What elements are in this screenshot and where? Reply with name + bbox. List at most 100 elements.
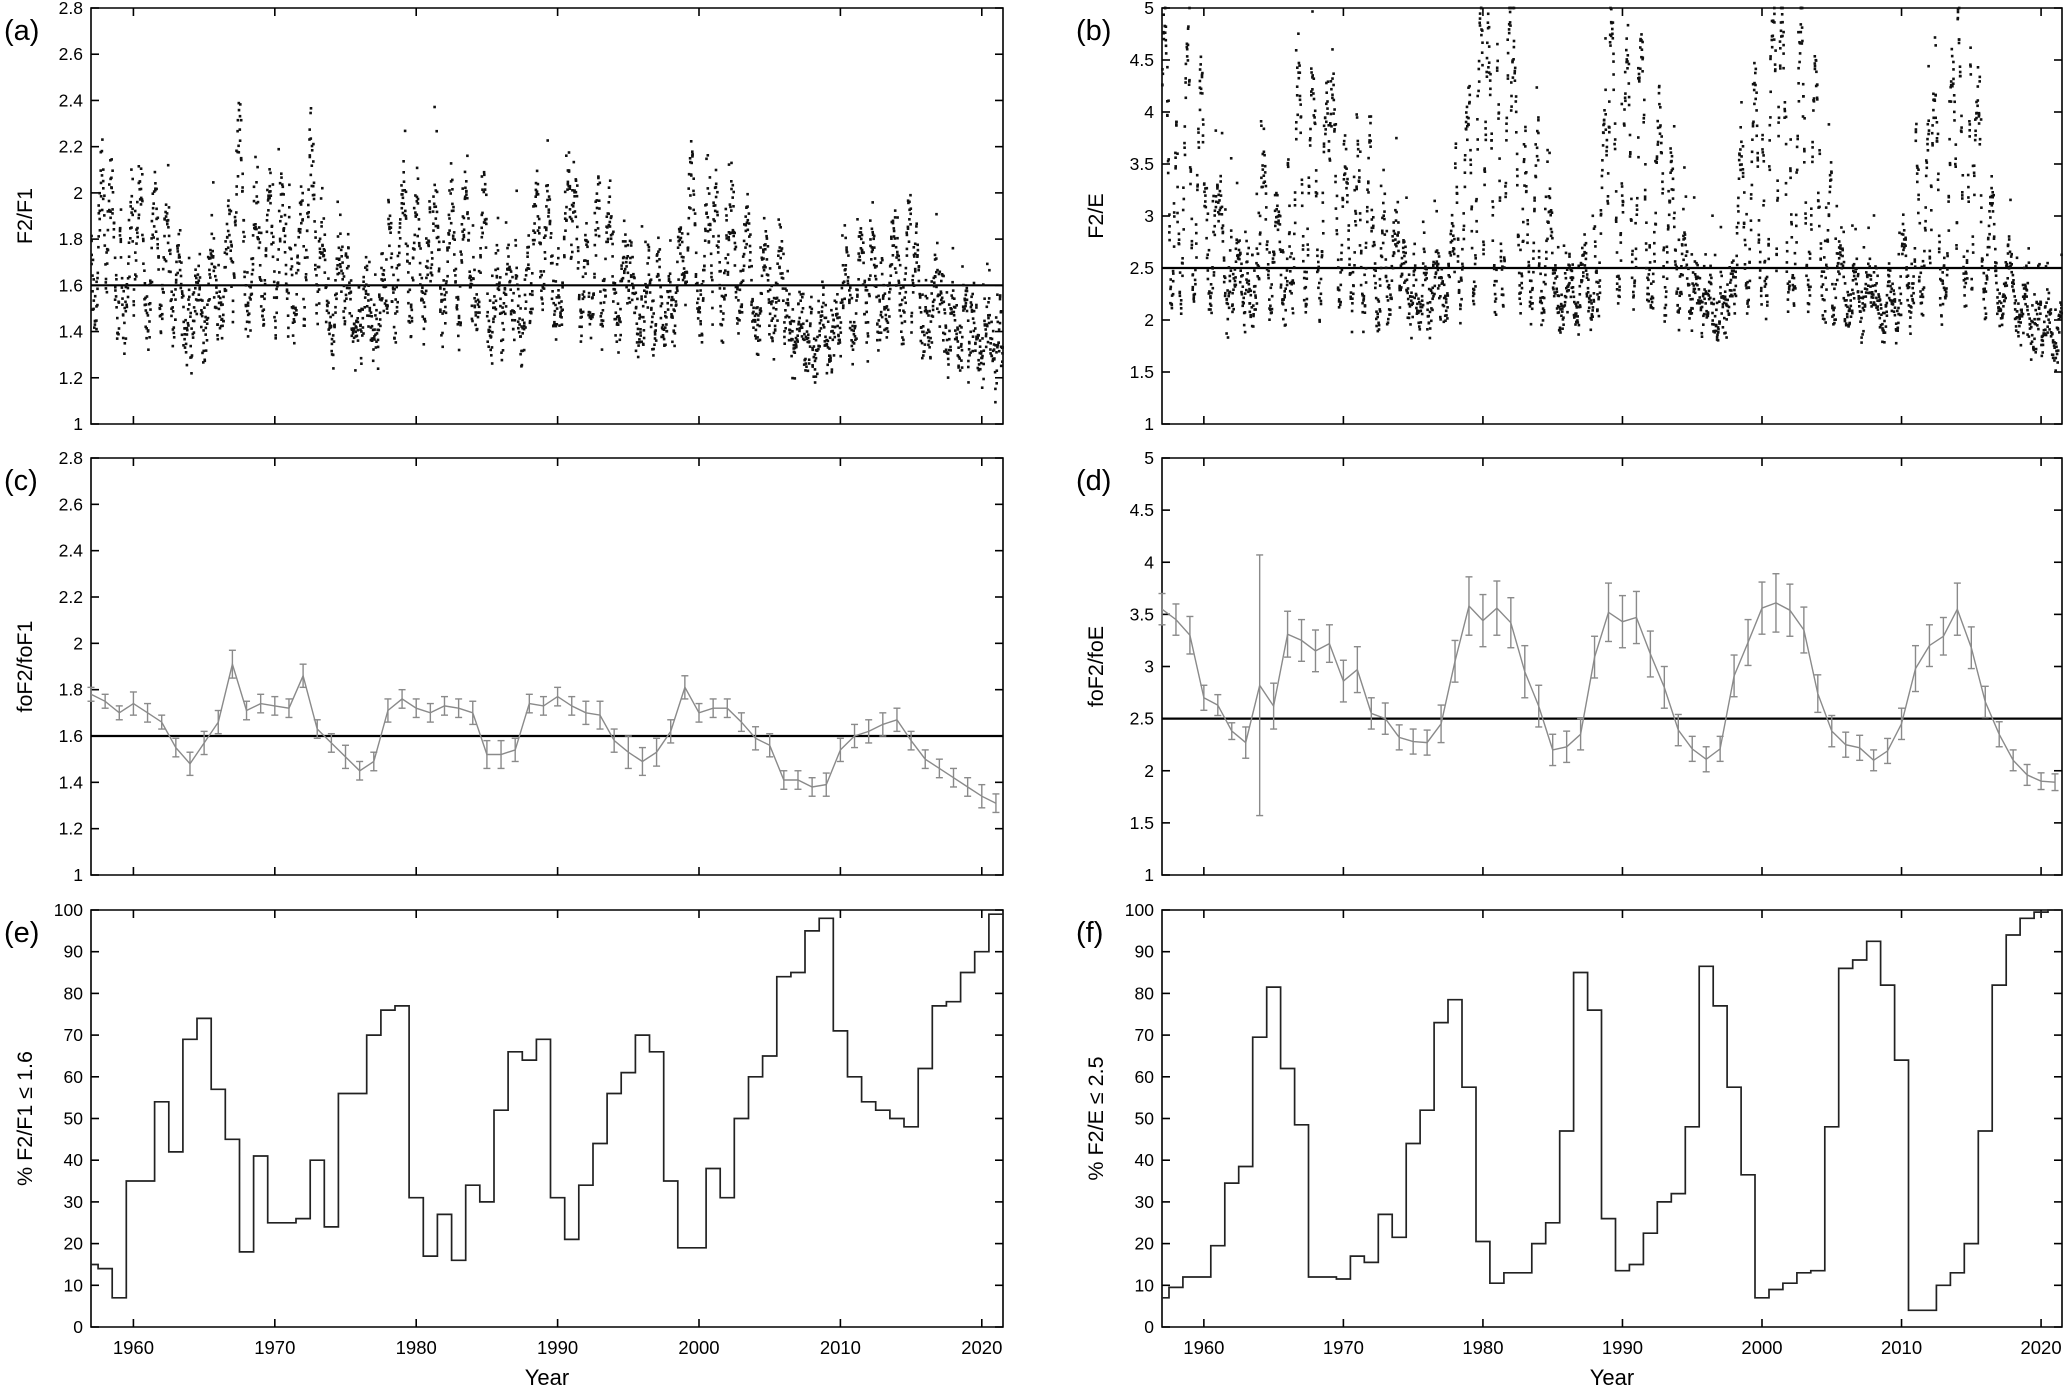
- ytick-label-c: 1.8: [59, 680, 83, 700]
- ytick-label-a: 2.4: [59, 90, 84, 110]
- ytick-label-f: 40: [1135, 1150, 1155, 1170]
- x-axis-title-e: Year: [525, 1365, 569, 1386]
- axes-box-a: [90, 7, 1004, 425]
- ytick-label-d: 3.5: [1130, 604, 1154, 624]
- xtick-label-f: 2010: [1881, 1337, 1922, 1358]
- x-axis-title-f: Year: [1590, 1365, 1634, 1386]
- ytick-label-c: 1.4: [59, 772, 84, 792]
- y-axis-title-a: F2/F1: [13, 188, 37, 244]
- ytick-label-c: 1: [73, 865, 83, 885]
- xtick-label-e: 2020: [961, 1337, 1002, 1358]
- ytick-label-c: 2.2: [59, 587, 83, 607]
- ytick-label-a: 2: [73, 183, 83, 203]
- ytick-label-b: 3: [1144, 206, 1154, 226]
- panel-c: 1 1.2 1.4 1.6 1.8 2 2.2 2.4 2.6 2.8 (c) foF2/foF1: [4, 448, 1004, 885]
- ytick-label-e: 20: [64, 1234, 84, 1254]
- panel-letter-c: (c): [4, 465, 38, 497]
- ytick-label-a: 1.8: [59, 229, 83, 249]
- panel-f: 0 10 20 30 40 50 60 70 80 90 100 1960 1970 1980 1990 20…: [1076, 900, 2063, 1386]
- ytick-label-b: 1.5: [1130, 362, 1154, 382]
- axes-box-b: [1161, 7, 2063, 425]
- panel-d: 1 1.5 2 2.5 3 3.5 4 4.5 5 (d) foF2/foE: [1076, 448, 2063, 885]
- ytick-label-e: 0: [73, 1317, 83, 1337]
- xtick-label-f: 1980: [1462, 1337, 1503, 1358]
- panel-a: 1 1.2 1.4 1.6 1.8 2 2.2 2.4 2.6 2.8 (a) F2/F1: [4, 0, 1004, 434]
- panel-letter-d: (d): [1076, 465, 1111, 497]
- axes-box-f: [1161, 909, 2063, 1328]
- panel-letter-e: (e): [4, 917, 39, 949]
- ytick-label-a: 2.2: [59, 137, 83, 157]
- xtick-label-f: 2020: [2020, 1337, 2061, 1358]
- ytick-label-d: 5: [1144, 448, 1154, 468]
- ytick-label-f: 70: [1135, 1025, 1155, 1045]
- ytick-label-d: 1: [1144, 865, 1154, 885]
- errorbar-series-c: [87, 649, 1000, 814]
- ytick-label-f: 20: [1135, 1234, 1155, 1254]
- xtick-label-e: 2010: [820, 1337, 861, 1358]
- ytick-label-a: 1: [73, 414, 83, 434]
- mean-line-c: [90, 661, 997, 804]
- ytick-label-f: 90: [1135, 942, 1155, 962]
- y-axis-title-b: F2/E: [1084, 193, 1108, 238]
- xtick-label-f: 1970: [1323, 1337, 1364, 1358]
- ytick-label-c: 2: [73, 633, 83, 653]
- xtick-label-f: 1990: [1602, 1337, 1643, 1358]
- ytick-label-a: 1.2: [59, 368, 83, 388]
- step-line-e: [91, 913, 1003, 1299]
- ytick-label-f: 60: [1135, 1067, 1155, 1087]
- ytick-label-b: 1: [1144, 414, 1154, 434]
- ytick-label-d: 1.5: [1130, 813, 1154, 833]
- xtick-label-e: 1980: [396, 1337, 437, 1358]
- ytick-label-f: 10: [1135, 1275, 1155, 1295]
- ytick-label-f: 30: [1135, 1192, 1155, 1212]
- ytick-label-e: 30: [64, 1192, 84, 1212]
- ytick-label-b: 4.5: [1130, 50, 1154, 70]
- ytick-label-e: 70: [64, 1025, 84, 1045]
- xtick-label-e: 1990: [537, 1337, 578, 1358]
- xtick-label-f: 2000: [1741, 1337, 1782, 1358]
- ytick-label-f: 80: [1135, 983, 1155, 1003]
- panel-b: 1 1.5 2 2.5 3 3.5 4 4.5 5 (b) F2/E: [1076, 0, 2063, 434]
- y-axis-title-e: % F2/F1 ≤ 1.6: [13, 1051, 37, 1186]
- ytick-label-c: 1.2: [59, 819, 83, 839]
- axes-box-c: [90, 457, 1004, 876]
- panel-e: 0 10 20 30 40 50 60 70 80 90 100 1960 1970 1980 1990 20…: [4, 900, 1004, 1386]
- xtick-label-e: 1960: [113, 1337, 154, 1358]
- ytick-label-c: 2.4: [59, 541, 84, 561]
- y-axis-title-c: foF2/foF1: [13, 620, 37, 712]
- step-line-f: [1162, 909, 2062, 1312]
- panel-letter-a: (a): [4, 15, 39, 47]
- ytick-label-f: 50: [1135, 1109, 1155, 1129]
- y-axis-title-d: foF2/foE: [1084, 626, 1108, 707]
- mean-line-d: [1161, 602, 2056, 783]
- ytick-label-d: 2.5: [1130, 709, 1154, 729]
- ytick-label-e: 60: [64, 1067, 84, 1087]
- ytick-label-c: 1.6: [59, 726, 83, 746]
- ytick-label-d: 3: [1144, 657, 1154, 677]
- ytick-label-e: 90: [64, 942, 84, 962]
- ytick-label-b: 5: [1144, 0, 1154, 18]
- ytick-label-d: 4.5: [1130, 500, 1154, 520]
- ytick-label-e: 80: [64, 983, 84, 1003]
- ytick-label-c: 2.8: [59, 448, 83, 468]
- ytick-label-e: 40: [64, 1150, 84, 1170]
- ytick-label-a: 1.4: [59, 322, 84, 342]
- xtick-label-e: 1970: [254, 1337, 295, 1358]
- ytick-label-e: 10: [64, 1275, 84, 1295]
- xtick-label-e: 2000: [678, 1337, 719, 1358]
- ytick-label-b: 2.5: [1130, 258, 1154, 278]
- panel-letter-f: (f): [1076, 917, 1103, 949]
- ytick-label-c: 2.6: [59, 494, 83, 514]
- ytick-label-f: 100: [1125, 900, 1154, 920]
- ytick-label-b: 4: [1144, 102, 1154, 122]
- axes-box-e: [90, 909, 1004, 1328]
- scatter-points-b: [1161, 6, 2063, 372]
- ytick-label-e: 100: [54, 900, 83, 920]
- xtick-label-f: 1960: [1183, 1337, 1224, 1358]
- ytick-label-a: 2.8: [59, 0, 83, 18]
- errorbar-series-d: [1158, 554, 2059, 817]
- ytick-label-b: 2: [1144, 310, 1154, 330]
- scatter-points-a: [90, 101, 1004, 404]
